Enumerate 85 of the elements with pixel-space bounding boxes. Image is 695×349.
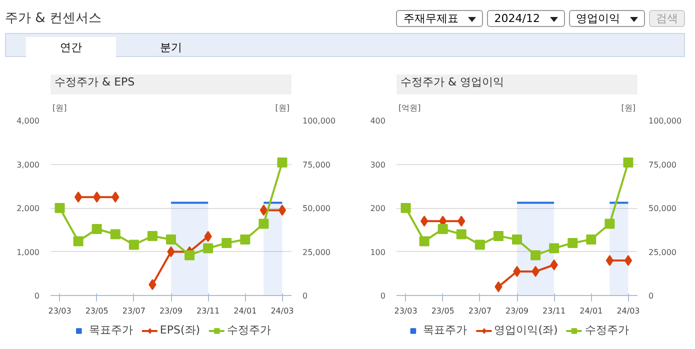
y-tick-label: 0 [380, 292, 386, 300]
point [203, 243, 214, 254]
text: 검색 [649, 10, 685, 28]
legend-label: EPS(좌) [160, 322, 200, 338]
text: 분기 [159, 40, 183, 56]
legend-label: 영업이익(좌) [494, 322, 558, 338]
y-tick-label: 400 [370, 116, 386, 126]
point [128, 240, 139, 250]
x-tick-label: 23/03 [48, 306, 72, 316]
text: 2024/12 [487, 10, 565, 28]
point [530, 250, 541, 260]
point [184, 250, 195, 260]
point [456, 229, 466, 240]
point [438, 224, 448, 234]
point [110, 229, 120, 240]
y2-tick-label: 75,000 [648, 160, 676, 170]
point [278, 204, 286, 216]
chart-title: 수정주가 & EPS [54, 76, 135, 88]
point [73, 236, 84, 246]
x-tick-label: 23/11 [196, 306, 220, 316]
y2-axis-title: [원] [275, 104, 290, 112]
y-tick-label: 300 [370, 160, 386, 170]
point [623, 158, 634, 168]
x-tick-label: 23/09 [159, 306, 183, 316]
y2-tick-label: 0 [302, 292, 308, 300]
point [147, 231, 158, 241]
point [624, 255, 632, 266]
point [420, 216, 428, 227]
point [586, 234, 596, 244]
point [604, 218, 615, 229]
x-tick-label: 23/05 [431, 306, 454, 316]
y-tick-label: 0 [34, 292, 40, 300]
x-tick-label: 23/07 [468, 306, 492, 316]
y2-tick-label: 50,000 [302, 204, 330, 213]
y2-axis-title: [원] [621, 104, 636, 112]
point [166, 234, 176, 244]
point [54, 203, 65, 213]
x-tick-label: 24/01 [234, 306, 257, 316]
chart-title: 수정주가 & 영업이익 [400, 76, 504, 88]
point [222, 238, 232, 248]
legend-label: 목표주가 [423, 322, 468, 338]
point [419, 236, 430, 246]
y-axis-title: [원] [52, 104, 67, 112]
point [240, 234, 250, 244]
y-tick-label: 2,000 [16, 204, 40, 213]
y2-tick-label: 0 [648, 292, 654, 300]
y2-tick-label: 50,000 [648, 204, 676, 213]
y-tick-label: 4,000 [16, 116, 40, 126]
point [606, 255, 614, 266]
point [512, 234, 522, 244]
point [568, 238, 578, 248]
point [549, 243, 560, 254]
x-tick-label: 23/07 [122, 306, 146, 316]
text: 주재무제표 [396, 10, 484, 28]
text: 주가 & 컨센서스 [5, 10, 102, 28]
x-tick-label: 23/03 [394, 306, 418, 316]
y2-tick-label: 100,000 [648, 116, 682, 126]
y2-tick-label: 100,000 [302, 116, 336, 126]
point [277, 158, 288, 168]
x-tick-label: 24/03 [270, 306, 294, 316]
y2-tick-label: 25,000 [302, 248, 330, 257]
x-tick-label: 24/01 [580, 306, 603, 316]
y-tick-label: 200 [370, 204, 386, 213]
point [74, 192, 82, 203]
point [260, 204, 268, 216]
x-tick-label: 23/05 [85, 306, 108, 316]
point [258, 218, 269, 229]
y-axis-title: [억원] [398, 104, 421, 112]
x-tick-label: 24/03 [616, 306, 640, 316]
point [92, 224, 102, 234]
x-tick-label: 23/11 [542, 306, 566, 316]
y2-tick-label: 75,000 [302, 160, 330, 170]
legend-label: 목표주가 [88, 322, 133, 338]
y-tick-label: 1,000 [16, 248, 40, 257]
text: 연간 [26, 37, 116, 58]
point [400, 203, 411, 213]
point [493, 231, 504, 241]
point [474, 240, 485, 250]
y-tick-label: 3,000 [16, 160, 40, 170]
legend-label: 수정주가 [584, 322, 629, 338]
legend-label: 수정주가 [227, 322, 272, 338]
y-tick-label: 100 [370, 248, 386, 257]
x-tick-label: 23/09 [505, 306, 529, 316]
text: 영업이익 [569, 10, 645, 28]
y2-tick-label: 25,000 [648, 248, 676, 257]
